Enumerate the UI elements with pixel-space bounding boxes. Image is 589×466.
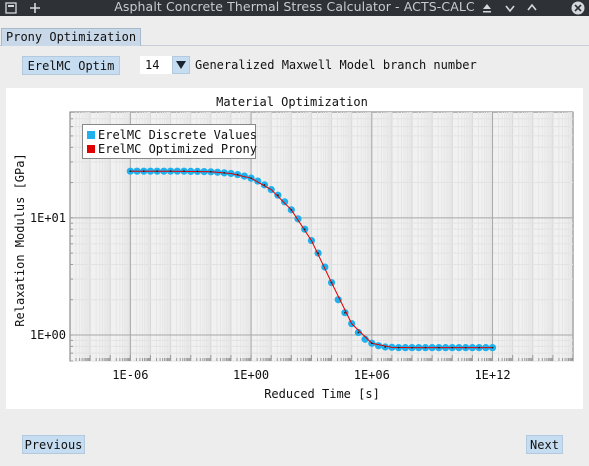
discrete-value-point — [374, 342, 383, 350]
minimize-icon[interactable] — [503, 0, 517, 16]
legend-swatch-optimized — [87, 145, 95, 153]
optimized-prony-marker — [370, 342, 373, 345]
optimized-prony-marker — [464, 346, 467, 349]
x-tick-label: 1E+12 — [474, 368, 510, 382]
optimized-prony-marker — [344, 311, 346, 314]
optimized-prony-marker — [303, 228, 306, 231]
optimized-prony-marker — [142, 170, 145, 173]
optimized-prony-marker — [276, 194, 279, 197]
branch-number-field[interactable]: 14 — [140, 56, 172, 74]
optimized-prony-marker — [129, 170, 132, 173]
optimized-prony-marker — [183, 170, 185, 173]
optimized-prony-marker — [411, 346, 413, 349]
optimized-prony-marker — [330, 281, 333, 284]
legend-item-optimized: ErelMC Optimized Prony — [87, 142, 257, 156]
branch-number-dropdown-arrow[interactable] — [172, 56, 190, 74]
discrete-value-point — [361, 335, 369, 343]
optimized-prony-marker — [209, 170, 212, 173]
window-titlebar: Asphalt Concrete Thermal Stress Calculat… — [0, 0, 589, 16]
window-menu-icon[interactable] — [4, 0, 18, 16]
discrete-value-point — [281, 198, 289, 206]
chart-title: Material Optimization — [216, 95, 368, 109]
y-tick-label: 1E+01 — [30, 211, 66, 225]
y-axis-label: Relaxation Modulus [GPa] — [13, 153, 27, 326]
x-tick-label: 1E+06 — [354, 368, 390, 382]
optimized-prony-marker — [491, 346, 494, 349]
optimized-prony-marker — [156, 170, 159, 173]
close-icon[interactable] — [570, 0, 586, 16]
optimized-prony-marker — [357, 331, 360, 334]
y-tick-label: 1E+00 — [30, 328, 66, 342]
maximize-icon[interactable] — [525, 0, 539, 16]
optimized-prony-marker — [424, 346, 427, 349]
chevron-down-icon — [176, 61, 186, 69]
optimized-prony-marker — [196, 170, 199, 173]
optimized-prony-marker — [384, 346, 387, 348]
next-button[interactable]: Next — [526, 435, 563, 454]
optimized-prony-marker — [223, 171, 226, 174]
tab-strip: Prony Optimization — [0, 28, 589, 46]
new-window-plus-icon[interactable] — [28, 0, 42, 16]
window-title: Asphalt Concrete Thermal Stress Calculat… — [114, 0, 475, 14]
optimized-prony-marker — [250, 177, 252, 180]
branch-number-caption: Generalized Maxwell Model branch number — [195, 58, 477, 72]
optimized-prony-marker — [397, 346, 400, 349]
optimized-prony-marker — [290, 208, 293, 211]
legend-label-optimized: ErelMC Optimized Prony — [98, 142, 257, 156]
optimized-prony-marker — [263, 183, 266, 186]
x-tick-label: 1E+00 — [233, 368, 269, 382]
optimized-prony-marker — [317, 252, 320, 255]
optimized-prony-marker — [478, 346, 480, 349]
optimized-prony-marker — [169, 170, 172, 173]
legend-swatch-discrete — [87, 131, 95, 139]
tab-prony-optimization[interactable]: Prony Optimization — [1, 28, 142, 46]
x-axis-label: Reduced Time [s] — [264, 387, 380, 401]
discrete-value-point — [334, 296, 342, 304]
x-tick-label: 1E-06 — [112, 368, 148, 382]
optimized-prony-marker — [451, 346, 454, 349]
legend-label-discrete: ErelMC Discrete Values — [98, 128, 257, 142]
shade-window-icon[interactable] — [480, 0, 494, 16]
legend-item-discrete: ErelMC Discrete Values — [87, 128, 257, 142]
optimized-prony-marker — [437, 346, 440, 349]
optimized-prony-marker — [236, 173, 239, 176]
erelmc-optim-button[interactable]: ErelMC Optim — [22, 56, 120, 75]
previous-button[interactable]: Previous — [22, 435, 85, 454]
chart-legend: ErelMC Discrete Values ErelMC Optimized … — [82, 124, 257, 159]
